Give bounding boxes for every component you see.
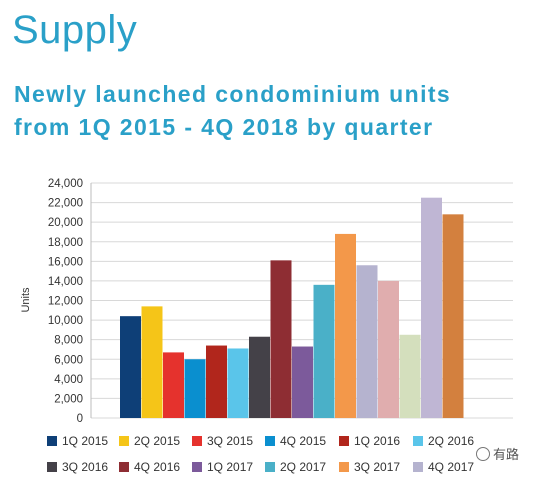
legend-label: 3Q 2016: [62, 460, 108, 474]
watermark-icon: [476, 446, 490, 461]
y-tick-label: 10,000: [48, 315, 83, 327]
legend-label: 4Q 2015: [280, 434, 326, 448]
bar: [184, 359, 206, 418]
y-tick-label: 16,000: [48, 256, 83, 268]
chart-title-line-2: from 1Q 2015 - 4Q 2018 by quarter: [14, 114, 434, 140]
legend-label: 4Q 2017: [428, 460, 474, 474]
chart-title: Newly launched condominium units from 1Q…: [14, 78, 451, 144]
bar: [378, 280, 399, 418]
legend-label: 4Q 2016: [134, 460, 180, 474]
legend-swatch: [413, 436, 423, 446]
legend-swatch: [339, 436, 349, 446]
legend-label: 2Q 2015: [134, 434, 180, 448]
y-tick-label: 2,000: [54, 393, 83, 405]
bar: [421, 197, 442, 418]
legend-label: 3Q 2015: [207, 434, 253, 448]
legend-swatch: [119, 462, 129, 472]
bar: [313, 284, 335, 418]
y-tick-label: 20,000: [48, 217, 83, 229]
legend-label: 1Q 2017: [207, 460, 253, 474]
legend-swatch: [265, 436, 275, 446]
legend-swatch: [119, 436, 129, 446]
bar: [442, 214, 464, 418]
legend-swatch: [413, 462, 423, 472]
bar: [227, 348, 249, 418]
chart-title-line-1: Newly launched condominium units: [14, 81, 452, 107]
y-tick-label: 14,000: [48, 276, 83, 288]
y-tick-label: 6,000: [54, 354, 83, 366]
y-tick-label: 12,000: [48, 296, 83, 308]
bar: [141, 306, 163, 418]
bar: [399, 334, 421, 418]
legend-swatch: [192, 436, 202, 446]
legend-swatch: [265, 462, 275, 472]
y-axis-label: Units: [20, 287, 32, 313]
y-tick-label: 4,000: [54, 374, 83, 386]
y-tick-label: 24,000: [48, 178, 83, 190]
bar: [249, 336, 270, 418]
legend-swatch: [339, 462, 349, 472]
bar: [335, 233, 356, 418]
y-tick-label: 22,000: [48, 198, 83, 210]
bar: [270, 260, 292, 418]
legend-label: 3Q 2017: [354, 460, 400, 474]
bar: [292, 346, 313, 418]
page-title: Supply: [12, 8, 138, 52]
y-tick-label: 8,000: [54, 335, 83, 347]
y-tick-label: 0: [77, 413, 83, 425]
legend-swatch: [47, 462, 57, 472]
bar: [163, 352, 184, 418]
bar: [356, 265, 378, 418]
legend-swatch: [192, 462, 202, 472]
legend-label: 2Q 2016: [428, 434, 474, 448]
watermark: 有路: [476, 444, 519, 463]
legend-label: 2Q 2017: [280, 460, 326, 474]
legend-swatch: [47, 436, 57, 446]
bar: [120, 316, 141, 418]
watermark-text: 有路: [493, 447, 520, 462]
bar: [206, 345, 227, 418]
legend-label: 1Q 2016: [354, 434, 400, 448]
legend-label: 1Q 2015: [62, 434, 108, 448]
y-tick-label: 18,000: [48, 237, 83, 249]
